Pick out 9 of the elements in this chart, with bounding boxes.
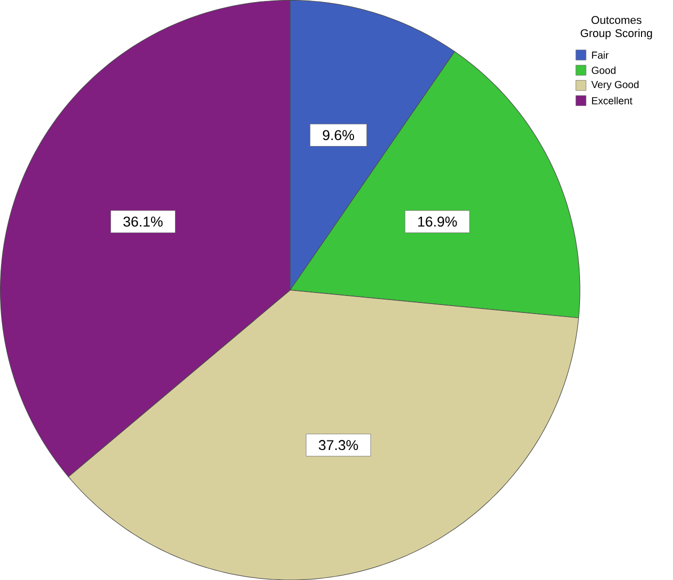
legend-label: Very Good — [591, 80, 639, 90]
legend-label: Excellent — [592, 96, 632, 104]
data-label: 36.1% — [123, 216, 163, 227]
data-label: 37.3% — [318, 440, 358, 450]
legend-title: Outcomes Group Scoring — [580, 16, 652, 40]
legend-label: Fair — [592, 51, 609, 59]
legend-label: Good — [592, 66, 616, 74]
data-label: 16.9% — [418, 216, 457, 227]
data-label: 9.6% — [322, 130, 354, 140]
